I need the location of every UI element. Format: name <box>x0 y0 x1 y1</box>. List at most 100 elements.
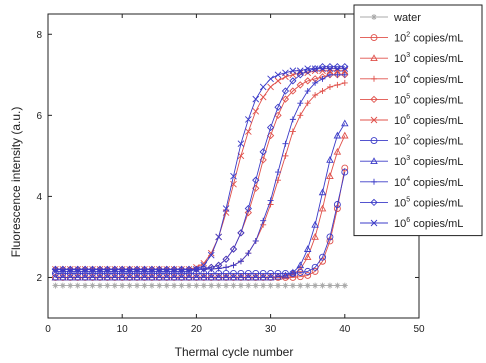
data-point <box>59 268 67 275</box>
series-10 <box>52 65 349 275</box>
data-point <box>334 81 341 88</box>
data-point <box>275 169 282 176</box>
x-tick-label: 30 <box>265 324 277 335</box>
data-point <box>259 93 267 101</box>
data-point <box>311 65 319 73</box>
data-point <box>266 123 275 132</box>
data-point <box>140 273 149 281</box>
data-point <box>214 273 223 281</box>
legend-group: water 102 copies/mL 103 copies/mL 104 copie… <box>353 4 483 237</box>
data-point <box>296 269 304 277</box>
data-point <box>297 282 304 289</box>
data-point <box>74 282 81 289</box>
data-point <box>341 79 348 86</box>
series-7 <box>51 119 349 281</box>
data-point <box>185 265 193 273</box>
data-point <box>59 265 67 273</box>
data-point <box>170 273 178 281</box>
data-point <box>148 265 156 273</box>
series-line <box>55 66 345 270</box>
data-point <box>319 65 326 73</box>
data-point <box>51 265 60 273</box>
data-point <box>341 282 348 289</box>
data-point <box>334 65 341 73</box>
data-point <box>281 87 290 95</box>
data-point <box>133 273 141 281</box>
data-point <box>370 219 378 227</box>
data-point <box>281 95 290 103</box>
data-point <box>311 263 319 271</box>
data-point <box>170 268 178 275</box>
data-point <box>341 131 349 139</box>
data-point <box>260 282 267 289</box>
data-point <box>370 116 378 124</box>
data-point <box>104 282 111 289</box>
data-point <box>245 116 252 123</box>
data-point <box>74 265 82 273</box>
data-point <box>208 282 215 289</box>
data-point <box>222 273 230 281</box>
data-point <box>267 83 274 91</box>
data-point <box>223 282 230 289</box>
data-point <box>297 100 304 107</box>
data-point <box>311 233 319 240</box>
data-point <box>177 265 186 273</box>
y-tick-label: 6 <box>36 111 42 122</box>
data-point <box>134 282 141 289</box>
data-point <box>111 268 119 275</box>
data-point <box>267 282 274 289</box>
legend-item-7: 103 copies/mL <box>360 155 463 168</box>
data-point <box>163 282 170 289</box>
data-point <box>312 282 319 289</box>
data-point <box>230 262 237 269</box>
data-point <box>266 273 275 281</box>
data-point <box>296 265 305 273</box>
data-point <box>96 273 104 281</box>
data-point <box>207 273 216 281</box>
x-tick-label: 10 <box>117 324 129 335</box>
data-point <box>289 116 296 123</box>
data-point <box>282 69 289 77</box>
legend-item-4: 105 copies/mL <box>360 93 463 106</box>
data-point <box>303 245 312 252</box>
data-point <box>141 282 148 289</box>
data-point <box>296 273 304 281</box>
data-point <box>311 220 319 228</box>
data-point <box>148 273 156 281</box>
data-point <box>252 176 260 184</box>
series-line <box>55 167 346 278</box>
data-point <box>125 273 134 281</box>
data-point <box>140 265 149 273</box>
data-point <box>245 250 252 257</box>
data-point <box>200 282 207 289</box>
legend-label: 105 copies/mL <box>394 93 463 106</box>
data-point <box>267 75 274 83</box>
legend-label: water <box>393 12 421 24</box>
data-point <box>244 269 252 277</box>
legend-item-1: 102 copies/mL <box>360 32 463 45</box>
x-tick-label: 40 <box>339 324 351 335</box>
data-point <box>148 268 156 275</box>
data-point <box>274 272 282 280</box>
data-point <box>229 273 238 281</box>
data-point <box>289 268 297 276</box>
data-point <box>96 265 104 273</box>
data-point <box>312 79 319 86</box>
data-point <box>222 255 230 263</box>
data-point <box>341 119 349 127</box>
data-point <box>207 263 215 271</box>
data-point <box>126 282 133 289</box>
data-point <box>230 172 237 180</box>
data-point <box>333 63 342 71</box>
data-point <box>318 63 327 71</box>
legend-item-8: 104 copies/mL <box>360 176 463 189</box>
data-point <box>370 95 378 104</box>
data-point <box>370 54 378 62</box>
data-point <box>119 282 126 289</box>
data-point <box>319 282 326 289</box>
legend-item-5: 106 copies/mL <box>360 114 463 127</box>
data-point <box>311 65 319 73</box>
data-point <box>370 137 378 145</box>
data-point <box>237 282 244 289</box>
data-point <box>341 168 349 176</box>
